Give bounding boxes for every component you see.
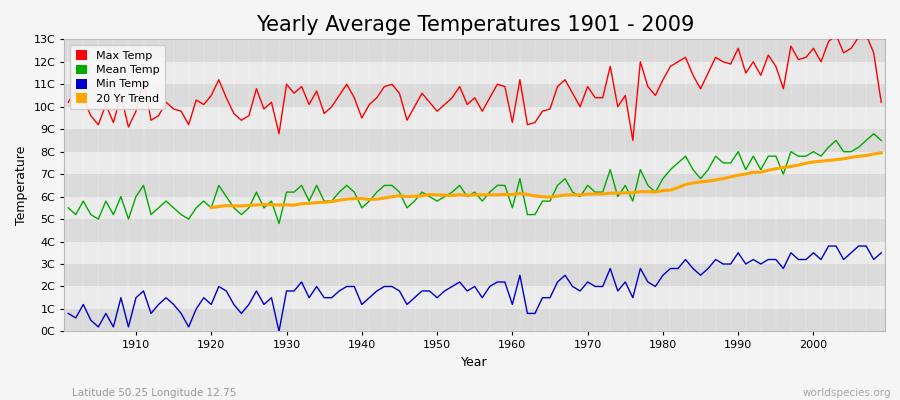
Bar [65,242,885,264]
Title: Yearly Average Temperatures 1901 - 2009: Yearly Average Temperatures 1901 - 2009 [256,15,694,35]
Bar [65,197,885,219]
Bar [65,84,885,107]
Bar [65,62,885,84]
Bar [65,309,885,332]
Text: worldspecies.org: worldspecies.org [803,388,891,398]
Bar [65,107,885,129]
Text: Latitude 50.25 Longitude 12.75: Latitude 50.25 Longitude 12.75 [72,388,237,398]
X-axis label: Year: Year [462,356,488,369]
Y-axis label: Temperature: Temperature [15,146,28,225]
Bar [65,264,885,286]
Bar [65,286,885,309]
Bar [65,129,885,152]
Bar [65,39,885,62]
Legend: Max Temp, Mean Temp, Min Temp, 20 Yr Trend: Max Temp, Mean Temp, Min Temp, 20 Yr Tre… [70,45,165,109]
Bar [65,174,885,197]
Bar [65,219,885,242]
Bar [65,152,885,174]
